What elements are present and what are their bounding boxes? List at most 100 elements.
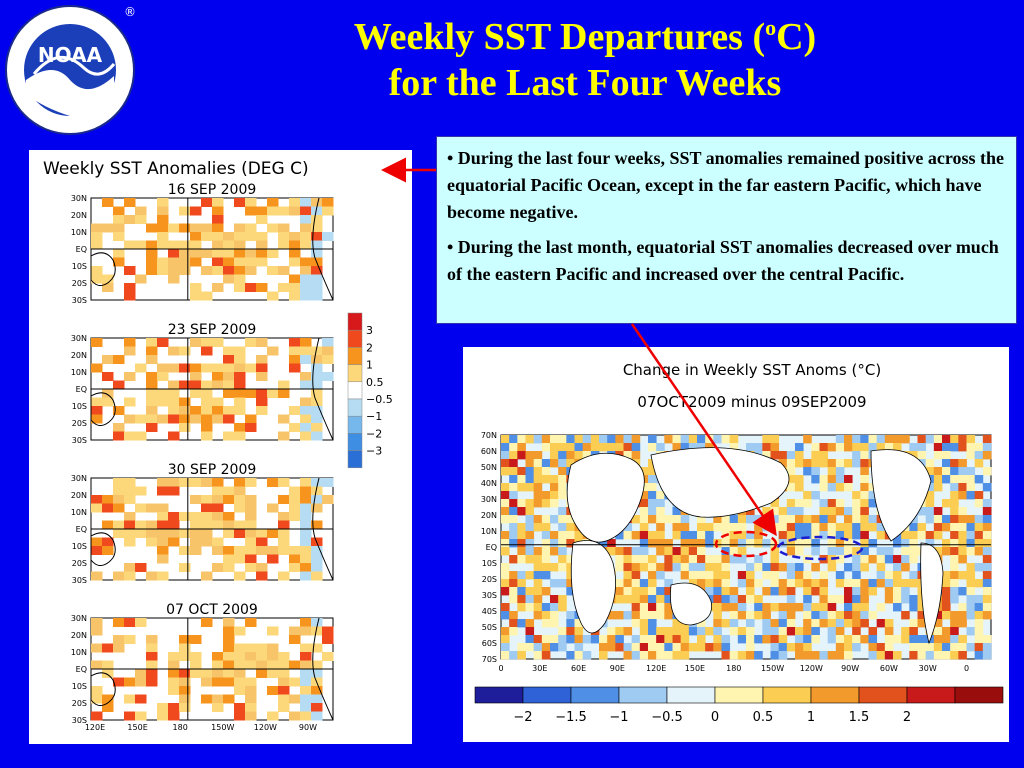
- anomaly-cell: [300, 372, 312, 381]
- anomaly-cell: [278, 266, 290, 275]
- change-cell: [950, 579, 959, 588]
- anomaly-cell: [190, 380, 202, 390]
- change-cell: [697, 539, 706, 548]
- change-cell: [835, 507, 845, 516]
- change-cell: [746, 643, 755, 652]
- anomaly-cell: [278, 703, 290, 712]
- anomaly-cell: [157, 198, 169, 207]
- change-cell: [974, 595, 984, 604]
- change-cell: [713, 563, 722, 572]
- anomaly-cell: [201, 512, 213, 521]
- anomaly-cell: [124, 291, 136, 301]
- anomaly-cell: [311, 274, 323, 284]
- change-cell: [631, 443, 641, 452]
- change-cell: [852, 611, 861, 620]
- anomaly-cell: [91, 266, 103, 275]
- change-cell: [819, 443, 829, 452]
- change-cell: [517, 587, 526, 596]
- anomaly-cell: [157, 486, 169, 496]
- anomaly-cell: [311, 626, 323, 636]
- change-cell: [811, 579, 820, 588]
- change-cell: [525, 475, 535, 484]
- anomaly-cell: [234, 677, 246, 687]
- anomaly-cell: [91, 406, 103, 415]
- change-cell: [778, 539, 788, 548]
- change-cell: [672, 547, 682, 556]
- change-cell: [884, 643, 894, 652]
- change-cell: [656, 595, 665, 604]
- change-cell: [868, 627, 878, 636]
- change-cell: [754, 539, 763, 548]
- change-cell: [909, 651, 918, 660]
- anomaly-cell: [289, 677, 301, 687]
- anomaly-cell: [212, 512, 224, 521]
- change-cell: [803, 571, 812, 580]
- anomaly-cell: [245, 503, 257, 513]
- change-cell: [852, 643, 861, 652]
- colorbar-swatch: [762, 686, 812, 704]
- anomaly-cell: [300, 660, 312, 670]
- change-cell: [746, 579, 755, 588]
- anomaly-cell: [146, 397, 158, 407]
- anomaly-cell: [322, 626, 334, 636]
- change-cell: [974, 443, 984, 452]
- change-cell: [942, 579, 951, 588]
- anomaly-cell: [113, 215, 125, 224]
- change-cell: [958, 571, 967, 580]
- anomaly-cell: [300, 240, 312, 250]
- change-cell: [623, 643, 633, 652]
- change-cell: [737, 627, 747, 636]
- change-cell: [550, 539, 559, 548]
- change-cell: [909, 451, 918, 460]
- anomaly-cell: [289, 346, 301, 356]
- anomaly-cell: [267, 711, 279, 721]
- change-cell: [525, 499, 535, 508]
- anomaly-cell: [245, 618, 257, 627]
- anomaly-cell: [256, 389, 268, 398]
- change-cell: [803, 611, 812, 620]
- anomaly-cell: [311, 571, 323, 581]
- lat-label: 20S: [72, 279, 87, 288]
- change-cell: [803, 579, 812, 588]
- change-cell: [754, 531, 763, 540]
- title-unit: C): [776, 16, 817, 58]
- change-cell: [762, 603, 771, 612]
- anomaly-cell: [124, 537, 136, 547]
- change-cell: [754, 603, 763, 612]
- anomaly-cell: [113, 643, 125, 653]
- anomaly-cell: [311, 431, 323, 441]
- change-cell: [623, 555, 633, 564]
- change-cell: [901, 555, 910, 564]
- change-cell: [746, 531, 755, 540]
- change-cell: [582, 451, 592, 460]
- change-cell: [623, 611, 633, 620]
- change-cell: [713, 595, 722, 604]
- change-cell: [835, 579, 845, 588]
- change-cell: [525, 643, 535, 652]
- anomaly-cell: [201, 520, 213, 530]
- change-cell: [607, 547, 616, 556]
- change-cell: [933, 627, 943, 636]
- anomaly-cell: [190, 291, 202, 301]
- anomaly-cell: [201, 478, 213, 487]
- change-cell: [648, 611, 657, 620]
- anomaly-cell: [234, 406, 246, 415]
- anomaly-cell: [113, 503, 125, 513]
- change-cell: [615, 579, 624, 588]
- change-cell: [721, 555, 731, 564]
- anomaly-cell: [212, 660, 224, 670]
- lat-label: 10N: [481, 527, 497, 536]
- change-cell: [966, 467, 976, 476]
- change-cell: [933, 547, 943, 556]
- change-cell: [566, 531, 575, 540]
- change-cell: [762, 635, 771, 644]
- change-cell: [550, 451, 559, 460]
- legend-label: 0.5: [366, 376, 384, 389]
- anomaly-cell: [113, 478, 125, 487]
- anomaly-cell: [102, 372, 114, 381]
- lat-label: 20N: [71, 351, 87, 360]
- change-cell: [844, 587, 853, 596]
- change-cell: [672, 555, 682, 564]
- lat-label: 20N: [71, 491, 87, 500]
